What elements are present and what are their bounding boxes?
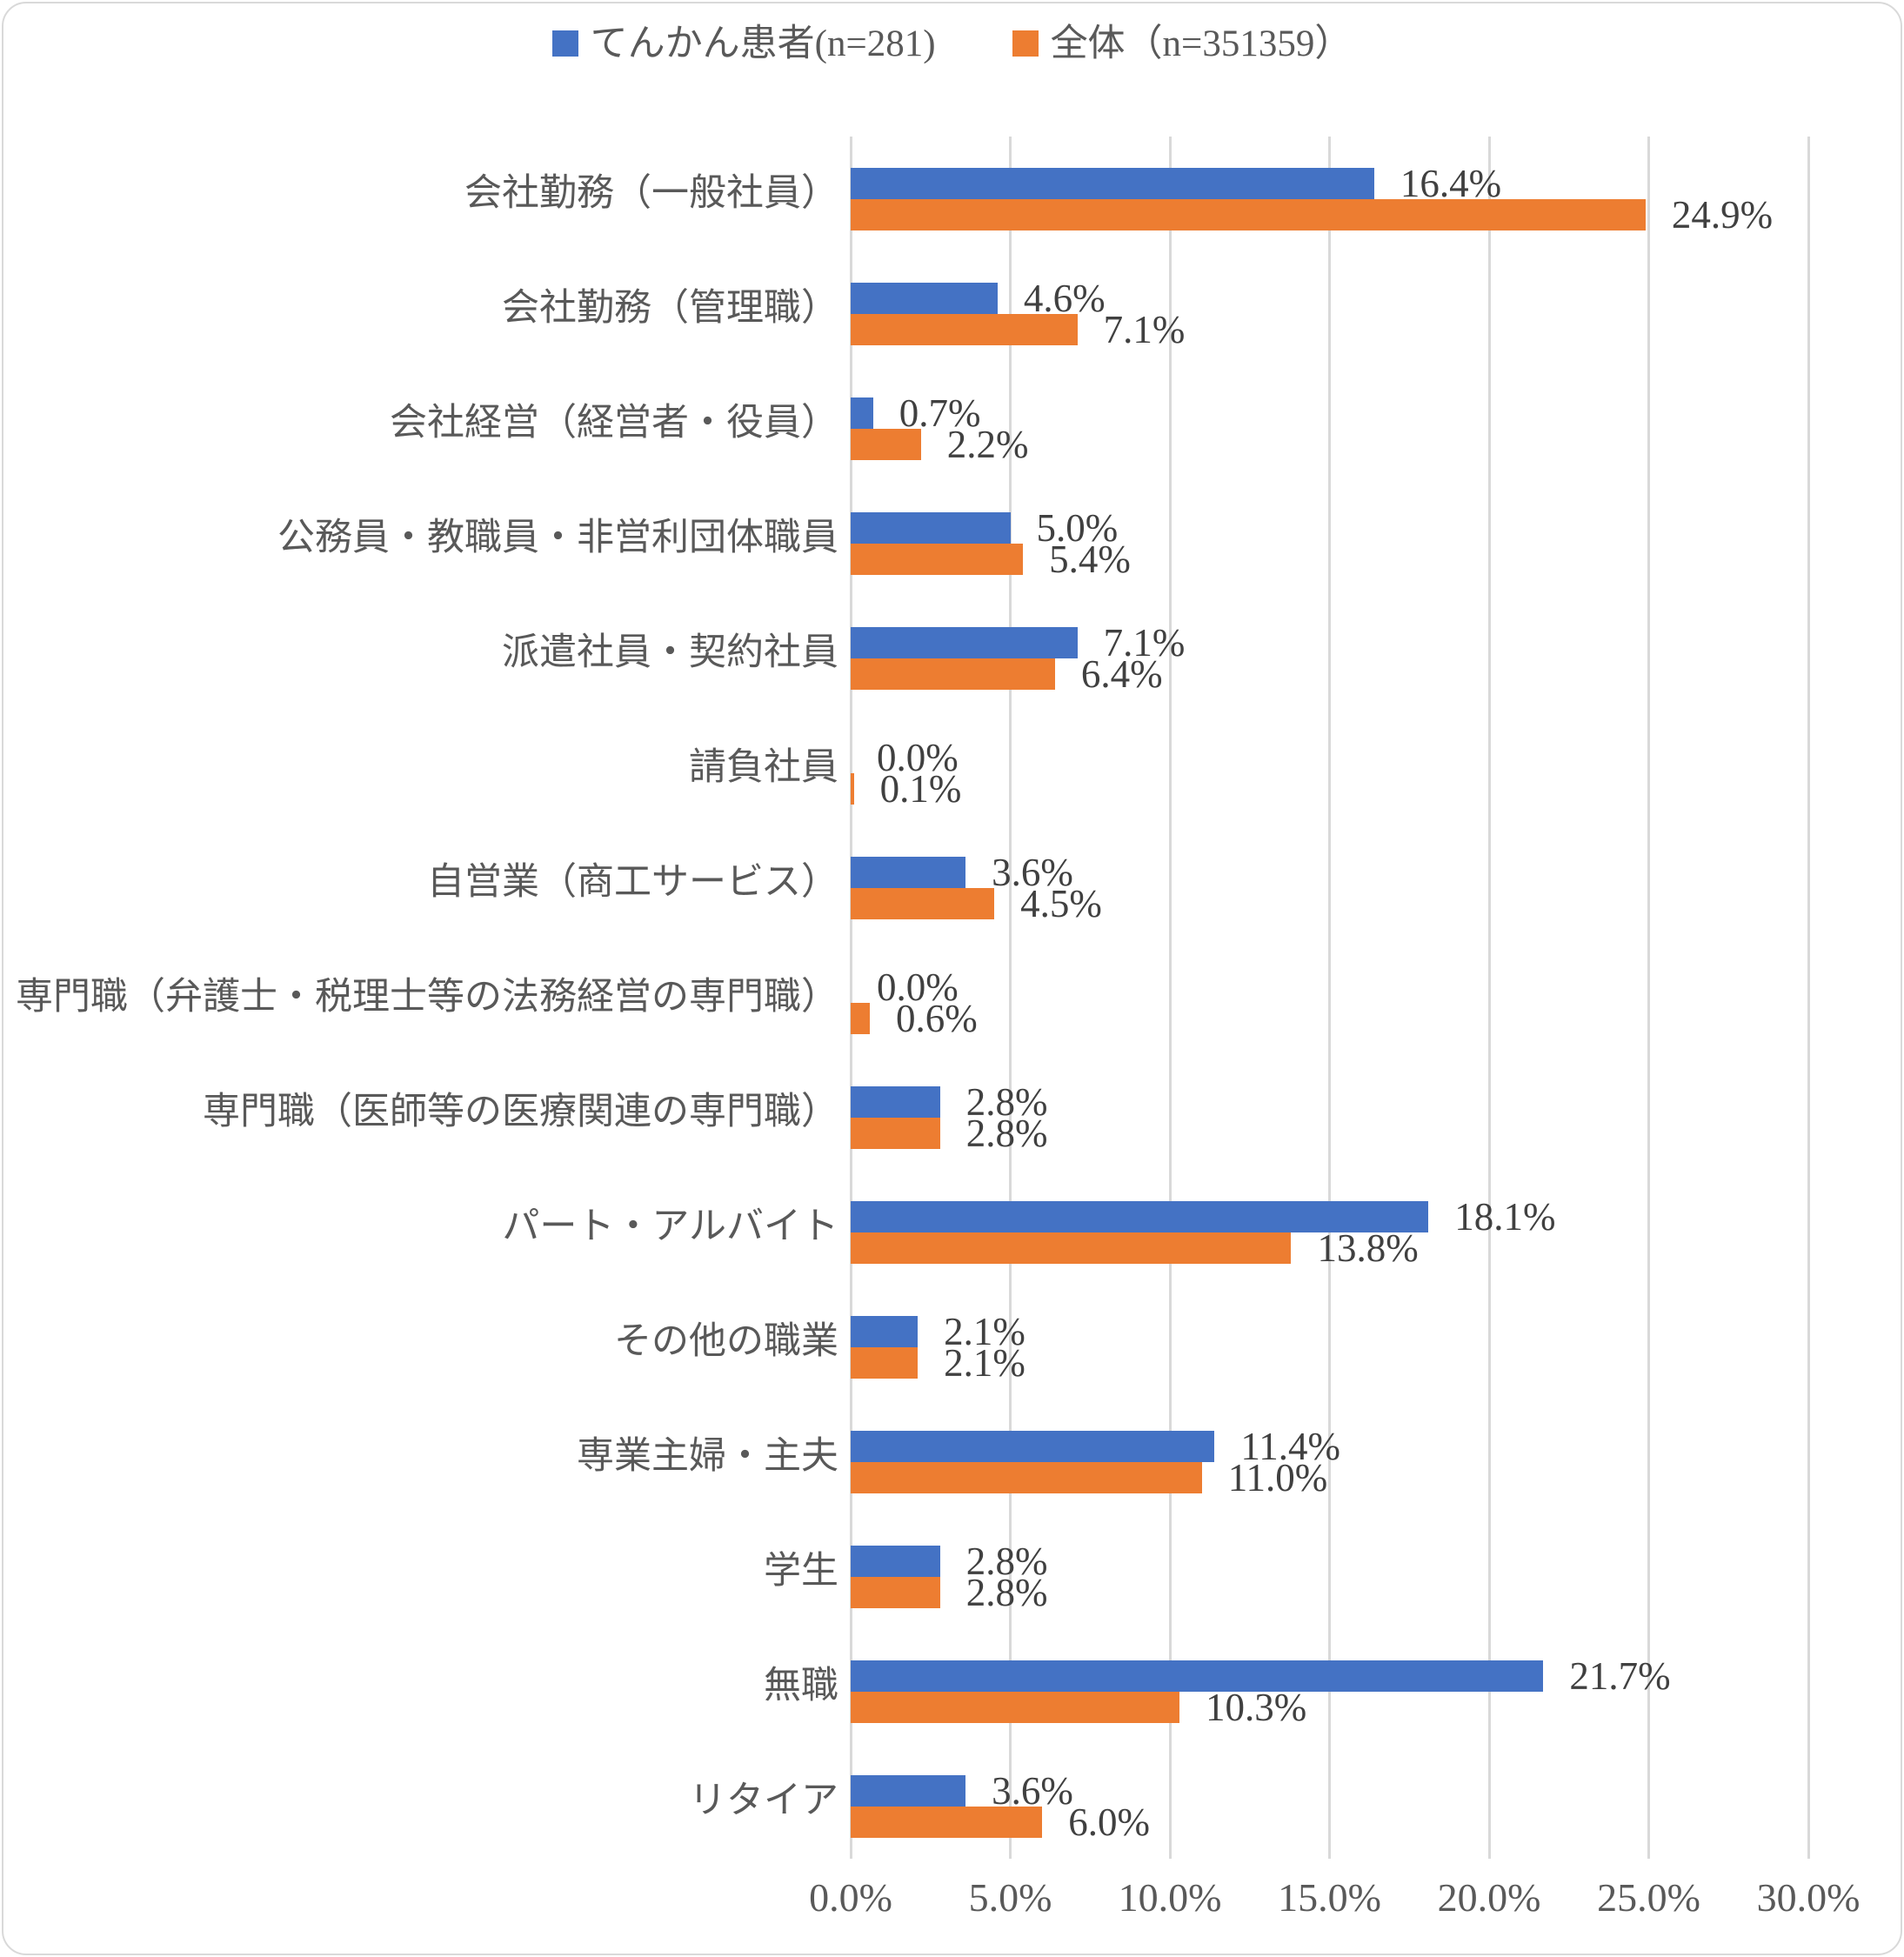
category-label: 請負社員 [689,747,838,789]
category-label: 会社勤務（一般社員） [464,173,838,215]
bar-overall [851,1118,940,1149]
legend-label: 全体（n=351359） [1050,23,1353,64]
value-label: 2.8% [965,1570,1048,1614]
category-label: 会社経営（経営者・役員） [390,403,838,444]
value-label: 18.1% [1454,1194,1556,1239]
gridline [1328,137,1331,1859]
value-label: 21.7% [1569,1653,1671,1698]
bar-overall [851,1003,871,1034]
bar-overall [851,1807,1043,1838]
value-label: 3.6% [992,1768,1073,1813]
category-label: 専業主婦・主夫 [577,1436,838,1478]
bar-overall [851,1232,1292,1264]
category-label: 専門職（弁護士・税理士等の法務経営の専門職） [16,977,838,1019]
value-label: 2.8% [965,1539,1048,1583]
value-label: 2.8% [965,1111,1048,1155]
value-label: 3.6% [992,850,1073,894]
x-axis-tick-label: 30.0% [1756,1875,1861,1920]
value-label: 6.4% [1080,651,1163,696]
value-label: 11.4% [1240,1424,1340,1468]
value-label: 0.7% [899,391,981,435]
bar-epilepsy-patients [851,512,1011,544]
gridline [1647,137,1650,1859]
bar-overall [851,544,1024,575]
value-label: 4.5% [1020,881,1102,925]
bar-overall [851,1462,1202,1493]
x-axis-tick-label: 10.0% [1118,1875,1222,1920]
category-label: 無職 [764,1666,838,1707]
legend-item-series-2: 全体（n=351359） [1012,23,1353,64]
legend-label: てんかん患者(n=281) [590,23,936,64]
value-label: 0.0% [877,735,959,779]
category-label: 公務員・教職員・非営利団体職員 [277,518,838,559]
bar-epilepsy-patients [851,168,1374,199]
bar-epilepsy-patients [851,1431,1215,1462]
value-label: 2.1% [944,1340,1025,1385]
bar-overall [851,1577,940,1608]
x-axis-tick-label: 25.0% [1597,1875,1700,1920]
value-label: 2.2% [946,422,1029,466]
bar-epilepsy-patients [851,1546,940,1577]
bar-overall [851,888,995,919]
value-label: 0.6% [896,996,978,1040]
bar-epilepsy-patients [851,627,1078,658]
value-label: 0.1% [879,766,962,811]
bar-overall [851,429,921,460]
gridline [1009,137,1012,1859]
value-label: 6.0% [1068,1800,1150,1844]
x-axis-tick-label: 0.0% [809,1875,892,1920]
legend-item-series-1: てんかん患者(n=281) [551,23,936,64]
value-label: 10.3% [1206,1685,1307,1729]
bar-overall [851,314,1078,345]
value-label: 13.8% [1317,1226,1419,1270]
gridline [1487,137,1491,1859]
gridline [1168,137,1172,1859]
category-label: 専門職（医師等の医療関連の専門職） [203,1092,838,1133]
category-label: 学生 [764,1551,838,1593]
legend-swatch-icon [1012,30,1039,57]
value-label: 2.1% [944,1309,1025,1353]
value-label: 4.6% [1023,276,1106,320]
value-label: 11.0% [1227,1455,1328,1499]
x-axis-tick-label: 5.0% [968,1875,1052,1920]
value-label: 5.0% [1036,505,1119,550]
x-axis-tick-label: 20.0% [1437,1875,1541,1920]
category-label: 自営業（商工サービス） [427,862,838,904]
bar-epilepsy-patients [851,1086,940,1118]
value-label: 7.1% [1103,307,1186,351]
bar-overall [851,658,1055,690]
gridline [1807,137,1810,1859]
x-axis-tick-label: 15.0% [1278,1875,1381,1920]
bar-overall [851,1347,919,1379]
gridline [849,137,852,1859]
bar-overall [851,1692,1179,1723]
category-label: 会社勤務（管理職） [502,288,838,330]
bar-epilepsy-patients [851,397,873,429]
value-label: 24.9% [1671,192,1774,237]
legend: てんかん患者(n=281) 全体（n=351359） [0,19,1904,68]
value-label: 5.4% [1049,537,1131,581]
bar-epilepsy-patients [851,1775,966,1807]
value-label: 7.1% [1103,620,1186,665]
legend-swatch-icon [551,30,578,57]
category-label: その他の職業 [614,1321,838,1363]
bar-overall [851,773,854,805]
category-label: リタイア [689,1780,838,1822]
category-label: パート・アルバイト [502,1206,838,1248]
category-label: 派遣社員・契約社員 [502,632,838,674]
value-label: 2.8% [965,1079,1048,1124]
value-label: 16.4% [1400,161,1502,205]
bar-epilepsy-patients [851,1316,919,1347]
value-label: 0.0% [877,965,959,1009]
bar-epilepsy-patients [851,1660,1544,1692]
bar-overall [851,199,1646,230]
bar-epilepsy-patients [851,1201,1429,1232]
bar-epilepsy-patients [851,283,998,314]
bar-epilepsy-patients [851,857,966,888]
